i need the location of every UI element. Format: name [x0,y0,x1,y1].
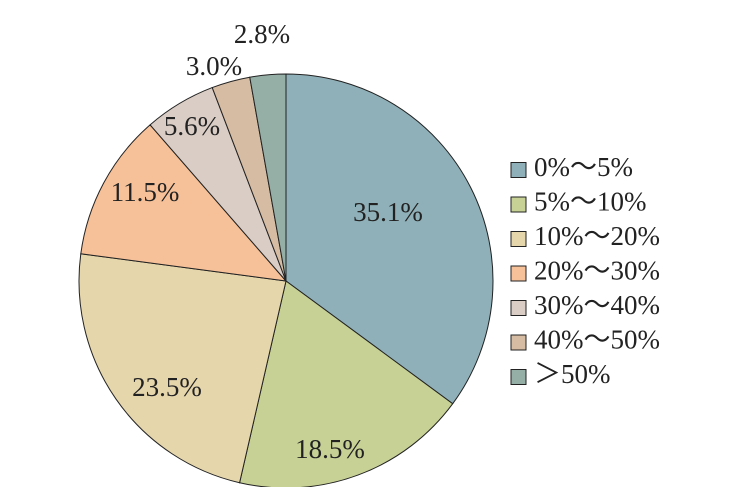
pie-slice [80,124,288,282]
legend-label: 5%～10% [534,187,646,217]
legend-swatch [510,231,527,247]
legend-swatch [510,265,527,282]
slice-value-label: 35.1% [353,197,423,227]
slice-value-label: 3.0% [186,51,242,81]
legend-label: ＞50% [534,359,611,389]
slice-value-label: 11.5% [111,177,180,207]
pie-slice [78,253,287,484]
slice-value-label: 23.5% [132,372,202,402]
legend-label: 0%～5% [534,152,633,182]
legend-swatch [510,300,527,316]
legend-label: 30%～40% [534,290,660,320]
legend-swatch [510,196,527,213]
slice-value-label: 2.8% [234,19,290,49]
legend-label: 20%～30% [534,256,660,286]
pie-slices [78,73,494,487]
pie-slice [285,73,494,405]
pie-slice-labels: 35.1% 18.5% 23.5% 11.5% 5.6% 3.0%2.8% [111,19,423,464]
pie-slice [249,73,287,282]
legend-swatch [510,162,527,178]
legend: 0%～5% 5%～10% 10%～20% 20%～30% 30%～40% 40%～50% ＞… [510,152,660,389]
slice-value-label: 5.6% [164,111,220,141]
legend-label: 10%～20% [534,221,660,251]
slice-value-label: 18.5% [295,434,365,464]
legend-label: 40%～50% [534,325,660,355]
legend-swatch [510,334,527,351]
legend-swatch [510,369,527,385]
